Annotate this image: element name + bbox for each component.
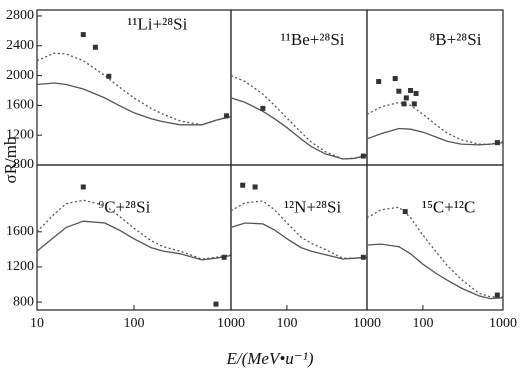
data-point: [494, 140, 500, 146]
data-point: [411, 101, 417, 107]
dotted-line: [366, 206, 503, 298]
solid-line: [230, 222, 368, 260]
dotted-line: [366, 101, 504, 145]
solid-line: [366, 243, 504, 300]
x-axis-label: E/(MeV•u⁻¹): [225, 349, 313, 368]
x-tick-label: 100: [124, 316, 145, 331]
y-tick-label: 2400: [6, 38, 34, 53]
y-tick-label: 1200: [6, 127, 34, 142]
data-point: [413, 90, 419, 96]
data-point: [360, 153, 366, 159]
data-point: [106, 73, 112, 79]
x-tick-label: 1000: [489, 316, 517, 331]
x-tick-label: 1000: [217, 316, 245, 331]
y-tick-label: 2800: [6, 8, 34, 23]
solid-line: [36, 220, 232, 261]
y-tick-label: 1600: [6, 98, 34, 113]
panel-title: ¹¹Be+²⁸Si: [281, 30, 345, 49]
data-point: [402, 209, 408, 215]
panel-title: ¹⁵C+¹²C: [422, 197, 475, 216]
data-point: [360, 254, 366, 260]
y-axis-label: σR/mb: [1, 137, 20, 184]
solid-line: [366, 127, 504, 146]
x-tick-label: 100: [412, 316, 433, 331]
y-tick-label: 800: [13, 157, 34, 172]
x-tick-label: 10: [30, 316, 44, 331]
panel-frame: [230, 164, 368, 311]
panel-title: ⁸B+²⁸Si: [429, 30, 481, 49]
data-point: [224, 113, 230, 119]
panel-title: ¹²N+²⁸Si: [284, 197, 342, 216]
data-point: [240, 182, 246, 188]
dotted-line: [230, 75, 368, 160]
data-point: [408, 87, 414, 93]
x-tick-label: 100: [276, 316, 297, 331]
data-point: [403, 95, 409, 101]
data-point: [80, 184, 86, 190]
panel-frame: [36, 164, 232, 311]
dotted-line: [230, 200, 368, 259]
data-point: [252, 184, 258, 190]
panel-frame: [366, 164, 504, 311]
data-point: [260, 105, 266, 111]
dotted-line: [36, 52, 232, 126]
data-point: [401, 101, 407, 107]
data-point: [494, 292, 500, 298]
y-tick-label: 2000: [6, 68, 34, 83]
x-tick-label: 1000: [353, 316, 381, 331]
data-point: [392, 76, 398, 82]
y-tick-label: 1200: [6, 259, 34, 274]
data-point: [376, 79, 382, 85]
solid-line: [230, 97, 368, 160]
data-point: [213, 301, 219, 307]
data-point: [92, 44, 98, 50]
y-tick-label: 1600: [6, 224, 34, 239]
solid-line: [36, 82, 232, 126]
y-tick-label: 800: [13, 294, 34, 309]
dotted-line: [36, 199, 232, 260]
data-point: [80, 32, 86, 38]
panel-title: ¹¹Li+²⁸Si: [127, 14, 187, 33]
data-point: [221, 254, 227, 260]
panel-title: ⁹C+²⁸Si: [98, 197, 150, 216]
data-point: [396, 88, 402, 94]
